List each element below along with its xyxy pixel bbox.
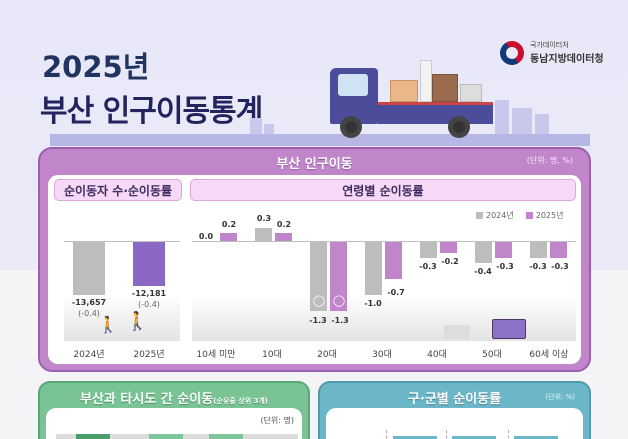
x-label: 40대 [427,350,447,360]
bar-segment [76,434,110,439]
taegeuk-emblem-icon [495,36,529,69]
chart-legend: 2024년 2025년 [476,210,563,221]
panel-body: 순이동자 수·순이동률 -13,657 (-0.4) -12,181 (-0.4… [48,175,581,364]
value-label: -0.4 [474,267,492,276]
panel-unit: (단위: %) [545,393,575,401]
inter-province-migration-panel: 부산과 타시도 간 순이동(순유출 상위 3개) (단위: 명) [38,381,310,439]
value-label: -0.3 [551,262,569,271]
city-skyline [535,114,549,136]
legend-item-2025: 2025년 [525,210,563,221]
panel-title: 부산과 타시도 간 순이동(순유출 상위 3개) [80,392,268,407]
bar-20s-2024 [310,242,327,311]
walking-person-icon: 🚶 [126,311,149,332]
year-title: 2025년 [42,50,150,84]
x-label-2024: 2024년 [73,350,105,360]
bar-teens-2024 [255,228,272,241]
zero-axis [64,241,180,242]
truck-icon [444,325,470,339]
bar-30s-2025 [385,242,402,279]
rate-label-2025: (-0.4) [138,300,160,309]
net-migrants-section-title: 순이동자 수·순이동률 [54,179,182,201]
x-label: 50대 [482,350,502,360]
value-label: -0.2 [441,257,459,266]
agency-parent-name: 국가데이터처 [530,41,569,49]
city-skyline [264,124,274,136]
x-label: 60세 이상 [529,350,569,360]
bar-segment [149,434,183,439]
bar-50s-2024 [475,242,492,263]
value-label: -1.0 [364,299,382,308]
legend-item-2024: 2024년 [476,210,514,221]
value-label-2025: -12,181 [131,289,167,298]
bar-30s-2024 [365,242,382,295]
city-skyline [250,118,262,136]
bar-60plus-2024 [530,242,547,258]
zero-axis [192,241,576,242]
value-label: 0.2 [276,220,292,229]
bar-segment [393,436,437,439]
page-title: 부산 인구이동통계 [40,94,263,129]
panel-unit: (단위: 명) [260,416,294,425]
value-label: 0.0 [198,232,214,241]
value-label: -0.3 [419,262,437,271]
value-label: -0.3 [496,262,514,271]
value-label-2024: -13,657 [71,298,107,307]
x-label-2025: 2025년 [133,350,165,360]
value-label: 0.3 [256,214,272,223]
bar-20s-2025 [330,242,347,311]
person-icon: ◯ [332,294,346,307]
truck-icon [492,319,526,339]
panel-title: 부산 인구이동 [276,157,353,172]
agency-name: 동남지방데이터청 [530,54,604,65]
bar-50s-2025 [495,242,512,258]
bar-2024-net-migrants [73,242,105,295]
bar-40s-2024 [420,242,437,258]
bar-segment [209,434,243,439]
bar-segment [452,436,496,439]
age-net-rate-section-title: 연령별 순이동률 [190,179,576,201]
x-label: 10대 [262,350,282,360]
value-label: 0.2 [221,220,237,229]
chart-floor [64,295,180,341]
x-label: 30대 [372,350,392,360]
city-skyline [512,108,532,136]
x-label: 20대 [317,350,337,360]
value-label: -1.3 [309,316,327,325]
moving-truck-illustration [330,60,495,142]
panel-title: 구·군별 순이동률 [407,392,502,407]
person-icon: ◯ [312,294,326,307]
value-label: -1.3 [331,316,349,325]
city-skyline [495,100,509,136]
agency-logo: 국가데이터처 동남지방데이터청 [495,36,604,69]
divider [508,430,509,439]
ground-strip [50,134,590,146]
x-label: 10세 미만 [196,350,236,360]
panel-unit: (단위: 명, %) [526,156,573,165]
bar-under10-2025 [220,233,237,241]
busan-migration-panel: 부산 인구이동 (단위: 명, %) 순이동자 수·순이동률 -13,657 (… [38,147,591,372]
bar-60plus-2025 [550,242,567,258]
value-label: -0.3 [529,262,547,271]
bar-segment [514,436,558,439]
value-label: -0.7 [387,288,405,297]
district-net-rate-panel: 구·군별 순이동률 (단위: %) [318,381,591,439]
walking-person-icon: 🚶 [98,315,118,334]
divider [386,430,387,439]
panel-body: (단위: 명) [46,408,302,439]
divider [446,430,447,439]
panel-body [326,408,583,439]
rate-label-2024: (-0.4) [78,309,100,318]
bar-40s-2025 [440,242,457,253]
bar-teens-2025 [275,233,292,241]
bar-2025-net-migrants [133,242,165,286]
